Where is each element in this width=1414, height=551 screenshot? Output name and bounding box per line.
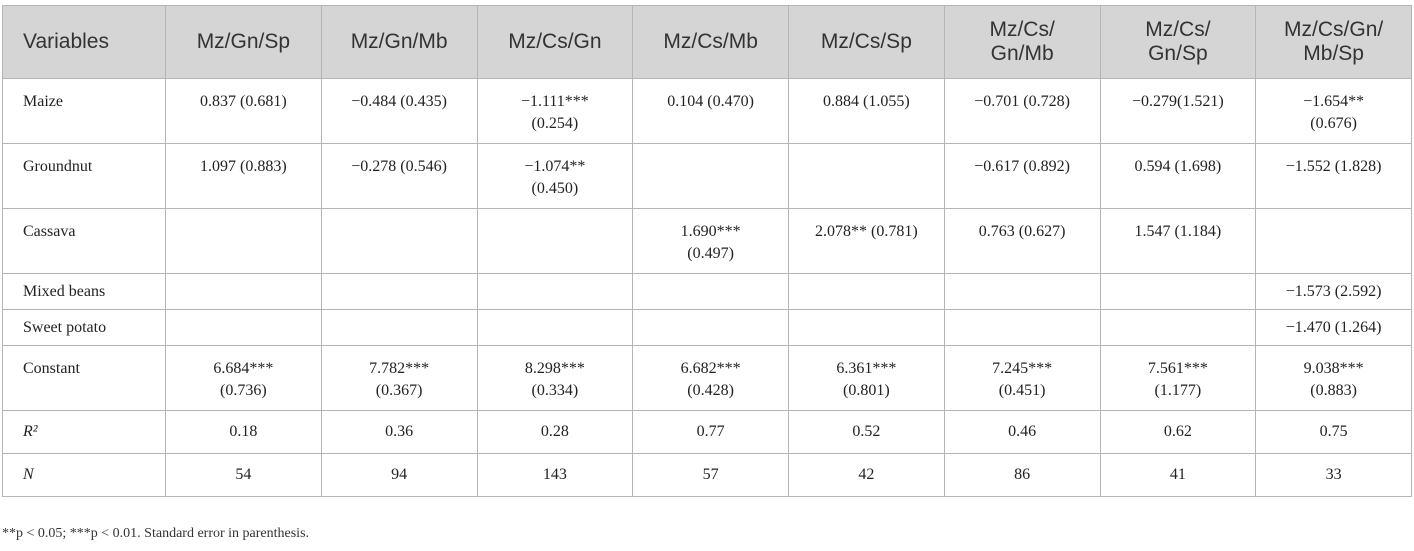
table-row: R² 0.18 0.36 0.28 0.77 0.52 0.46 0.62 0.75 [2, 410, 1412, 454]
table-cell: 6.684*** (0.736) [165, 345, 322, 411]
table-cell: 0.46 [943, 410, 1101, 454]
table-cell: −0.484 (0.435) [320, 78, 478, 144]
empty-cell [165, 273, 322, 310]
column-header: Mz/Cs/Sp [788, 5, 945, 79]
table-cell: 1.547 (1.184) [1099, 208, 1257, 274]
table-cell: 57 [632, 453, 789, 497]
column-header: Mz/Cs/Gn [476, 5, 634, 79]
table-cell: −0.279(1.521) [1099, 78, 1257, 144]
empty-cell [476, 208, 634, 274]
column-header: Variables [2, 5, 166, 79]
table-cell: −1.470 (1.264) [1255, 309, 1412, 346]
table-row: Mixed beans −1.573 (2.592) [2, 273, 1412, 310]
empty-cell [1255, 208, 1412, 274]
table-cell: 7.561*** (1.177) [1099, 345, 1257, 411]
empty-cell [165, 208, 322, 274]
table-cell: 1.690*** (0.497) [632, 208, 789, 274]
column-header: Mz/Gn/Mb [320, 5, 478, 79]
empty-cell [788, 309, 945, 346]
row-label: Maize [2, 78, 166, 144]
column-header: Mz/Cs/ Gn/Sp [1099, 5, 1257, 79]
table-cell: 6.361*** (0.801) [788, 345, 945, 411]
table-cell: 7.245*** (0.451) [943, 345, 1101, 411]
row-label: Mixed beans [2, 273, 166, 310]
table-row: Maize 0.837 (0.681) −0.484 (0.435) −1.111**… [2, 78, 1412, 144]
empty-cell [632, 273, 789, 310]
table-cell: 143 [476, 453, 634, 497]
table-cell: 0.77 [632, 410, 789, 454]
table-row: N 54 94 143 57 42 86 41 33 [2, 453, 1412, 497]
empty-cell [1099, 309, 1257, 346]
table-cell: −1.074** (0.450) [476, 143, 634, 209]
table-cell: 1.097 (0.883) [165, 143, 322, 209]
table-row: Sweet potato −1.470 (1.264) [2, 309, 1412, 346]
empty-cell [320, 309, 478, 346]
table-cell: 6.682*** (0.428) [632, 345, 789, 411]
table-cell: −1.573 (2.592) [1255, 273, 1412, 310]
table-cell: 0.36 [320, 410, 478, 454]
table-row: Constant 6.684*** (0.736) 7.782*** (0.367)… [2, 345, 1412, 411]
table-row: Cassava 1.690*** (0.497) 2.078** (0.781) 0.… [2, 208, 1412, 274]
empty-cell [320, 273, 478, 310]
column-header: Mz/Gn/Sp [165, 5, 322, 79]
table-cell: 0.28 [476, 410, 634, 454]
row-label: Constant [2, 345, 166, 411]
row-label: R² [2, 410, 166, 454]
row-label: N [2, 453, 166, 497]
table-cell: −1.654** (0.676) [1255, 78, 1412, 144]
empty-cell [788, 273, 945, 310]
row-label: Groundnut [2, 143, 166, 209]
column-header: Mz/Cs/Gn/ Mb/Sp [1255, 5, 1412, 79]
table-cell: 0.104 (0.470) [632, 78, 789, 144]
table-cell: 7.782*** (0.367) [320, 345, 478, 411]
table-cell: −1.552 (1.828) [1255, 143, 1412, 209]
table-cell: 9.038*** (0.883) [1255, 345, 1412, 411]
empty-cell [1099, 273, 1257, 310]
row-label: Cassava [2, 208, 166, 274]
table-cell: 8.298*** (0.334) [476, 345, 634, 411]
empty-cell [476, 309, 634, 346]
column-header: Mz/Cs/ Gn/Mb [943, 5, 1101, 79]
header-row: Variables Mz/Gn/Sp Mz/Gn/Mb Mz/Cs/Gn Mz/Cs/M… [2, 5, 1412, 79]
table-cell: 54 [165, 453, 322, 497]
empty-cell [632, 143, 789, 209]
table-cell: 0.837 (0.681) [165, 78, 322, 144]
empty-cell [476, 273, 634, 310]
table-cell: 0.763 (0.627) [943, 208, 1101, 274]
table-cell: 0.18 [165, 410, 322, 454]
empty-cell [943, 273, 1101, 310]
column-header: Mz/Cs/Mb [632, 5, 789, 79]
regression-table: Variables Mz/Gn/Sp Mz/Gn/Mb Mz/Cs/Gn Mz/Cs/M… [2, 5, 1412, 497]
empty-cell [632, 309, 789, 346]
table-cell: −0.617 (0.892) [943, 143, 1101, 209]
table-cell: 42 [788, 453, 945, 497]
table-cell: −1.111*** (0.254) [476, 78, 634, 144]
table-cell: −0.278 (0.546) [320, 143, 478, 209]
table-cell: 0.75 [1255, 410, 1412, 454]
empty-cell [320, 208, 478, 274]
table-cell: 41 [1099, 453, 1257, 497]
row-label: Sweet potato [2, 309, 166, 346]
empty-cell [165, 309, 322, 346]
table-wrap: Variables Mz/Gn/Sp Mz/Gn/Mb Mz/Cs/Gn Mz/Cs/M… [2, 5, 1412, 497]
footnote: **p < 0.05; ***p < 0.01. Standard error … [2, 526, 310, 541]
empty-cell [943, 309, 1101, 346]
table-cell: 0.52 [788, 410, 945, 454]
table-cell: 33 [1255, 453, 1412, 497]
table-cell: 0.62 [1099, 410, 1257, 454]
table-cell: 94 [320, 453, 478, 497]
empty-cell [788, 143, 945, 209]
table-cell: 0.884 (1.055) [788, 78, 945, 144]
table-cell: 0.594 (1.698) [1099, 143, 1257, 209]
table-cell: −0.701 (0.728) [943, 78, 1101, 144]
table-row: Groundnut 1.097 (0.883) −0.278 (0.546) −1.0… [2, 143, 1412, 209]
table-cell: 2.078** (0.781) [788, 208, 945, 274]
table-cell: 86 [943, 453, 1101, 497]
